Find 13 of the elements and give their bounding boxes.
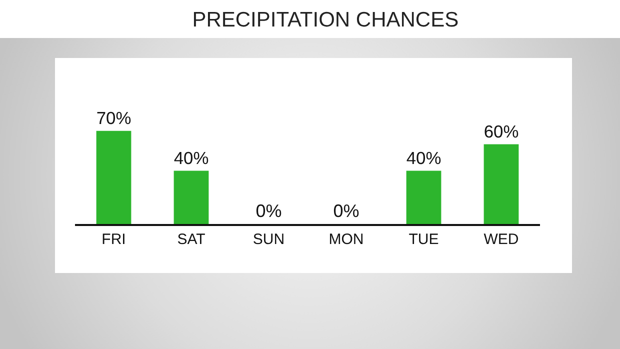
x-tick-label: WED (484, 231, 519, 248)
x-tick-label: TUE (408, 231, 439, 248)
data-label: 40% (406, 148, 442, 168)
x-tick-label: SAT (177, 231, 206, 248)
chart-title: PRECIPITATION CHANCES (192, 8, 459, 32)
data-label: 60% (484, 121, 519, 142)
data-label: 40% (174, 148, 209, 168)
x-tick-label: SUN (252, 231, 285, 248)
x-tick-label: MON (328, 231, 364, 248)
data-label: 0% (333, 201, 360, 221)
data-label: 0% (256, 201, 282, 221)
data-label: 70% (96, 108, 132, 128)
x-tick-label: FRI (102, 231, 126, 248)
